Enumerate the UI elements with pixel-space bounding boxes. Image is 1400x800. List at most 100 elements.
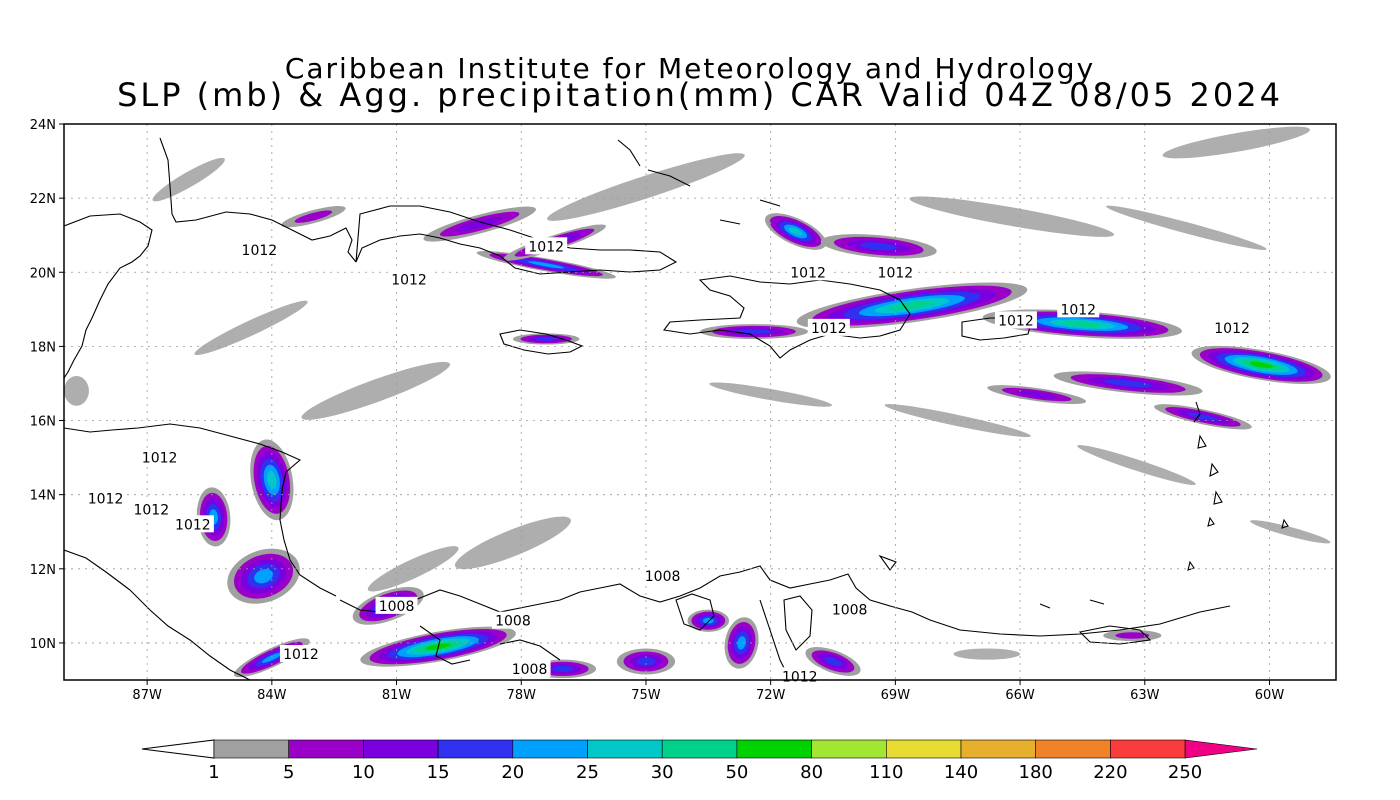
isobar-label-bg xyxy=(807,318,850,336)
coastline-yucatan-top xyxy=(159,137,357,263)
isobar-labels: 1012 1012 1012 1012 1012 1012 1012 1012 1012 1012… xyxy=(84,237,1254,685)
isobar-label: 1012 xyxy=(88,491,124,507)
precip-band-level xyxy=(636,657,656,666)
colorbar-segment xyxy=(1110,739,1186,759)
isobar-label: 1012 xyxy=(391,273,427,289)
isobar-label: 1012 xyxy=(142,451,178,467)
precip-band-level xyxy=(1115,632,1150,639)
precip-band-level xyxy=(737,636,746,650)
colorbar-label: 220 xyxy=(1093,762,1127,783)
colorbar-label: 25 xyxy=(576,762,599,783)
colorbar-label: 80 xyxy=(800,762,823,783)
isobar-label: 1012 xyxy=(1060,302,1096,318)
precip-light-streak xyxy=(909,196,1115,237)
chart-title-line2: SLP (mb) & Agg. precipitation(mm) CAR Va… xyxy=(117,76,1283,114)
isobar-label: 1012 xyxy=(283,647,319,663)
lon-tick-label: 69W xyxy=(881,688,911,703)
coastline-bahamas xyxy=(617,139,781,225)
precip-band-level xyxy=(824,656,842,667)
precip-band-level xyxy=(1104,379,1152,388)
colorbar-segment xyxy=(960,739,1036,759)
isobar-label-bg xyxy=(787,263,830,281)
colorbar-segment xyxy=(587,739,663,759)
isobar-label-bg xyxy=(874,263,917,281)
isobar-label: 1012 xyxy=(811,321,847,337)
precip-light-streak xyxy=(1106,205,1267,250)
isobar-label-bg xyxy=(641,567,684,585)
precip-band-level xyxy=(1063,321,1102,327)
colorbar-under-triangle xyxy=(141,739,215,759)
coastline-honduras xyxy=(64,423,337,597)
colorbar-segment xyxy=(1035,739,1111,759)
precip-band-level xyxy=(552,665,574,672)
lon-tick-label: 75W xyxy=(631,688,661,703)
isobar-label: 1012 xyxy=(175,517,211,533)
precip-light-streak xyxy=(953,648,1021,660)
precip-band-level xyxy=(736,329,772,334)
isobar-label-bg xyxy=(279,645,322,663)
isobar-label-bg xyxy=(84,489,127,507)
colorbar-segment xyxy=(512,739,588,759)
isobar-label-bg xyxy=(388,270,431,288)
colorbar-label: 180 xyxy=(1019,762,1053,783)
colorbar: 1 5 10 15 20 25 30 50 80 110 140 180 220 250 xyxy=(141,739,1258,783)
isobar-label: 1012 xyxy=(998,313,1034,329)
colorbar-label: 15 xyxy=(427,762,450,783)
colorbar-segment xyxy=(661,739,738,759)
precip-band-level xyxy=(267,471,277,489)
coastline-cuba xyxy=(355,205,678,275)
precip-band-level xyxy=(254,569,273,584)
map-frame xyxy=(63,123,1337,681)
precip-light-streak xyxy=(1077,445,1196,485)
coastline-costa-rica xyxy=(64,549,251,680)
colorbar-label: 20 xyxy=(501,762,524,783)
precip-band-level xyxy=(535,337,557,341)
coastline-jamaica xyxy=(499,329,584,355)
map-axes: 24N 22N 20N 18N 16N 14N 12N 10N 87W 84W 81W 78W 75W 7… xyxy=(30,118,1285,703)
precip-light-streak xyxy=(64,376,89,406)
isobar-label-bg xyxy=(130,500,173,518)
precip-light-streak xyxy=(1250,520,1331,544)
lon-tick-label: 60W xyxy=(1255,688,1285,703)
coastline-layer xyxy=(64,137,1289,680)
precip-band-level xyxy=(1249,361,1273,369)
isobar-label-bg xyxy=(171,515,214,533)
isobar-label-bg xyxy=(375,596,418,614)
isobar-label: 1012 xyxy=(790,265,826,281)
colorbar-segment xyxy=(811,739,887,759)
colorbar-label: 250 xyxy=(1168,762,1202,783)
precip-band-level xyxy=(860,242,898,251)
isobar-label: 1008 xyxy=(512,662,548,678)
coastline-panama-inner xyxy=(419,625,561,665)
coastline-central-america xyxy=(64,213,153,379)
isobar-label: 1012 xyxy=(242,243,278,259)
coastline-hispaniola xyxy=(663,275,911,359)
chart-title-line1: Caribbean Institute for Meteorology and … xyxy=(284,52,1096,85)
coastline-lake-maracaibo xyxy=(783,595,813,651)
precip-light-streak xyxy=(1162,126,1310,159)
colorbar-segment xyxy=(288,739,364,759)
precip-light-streak xyxy=(301,361,451,420)
lat-tick-label: 16N xyxy=(30,415,56,430)
precip-light-streak xyxy=(709,382,833,407)
colorbar-label: 140 xyxy=(944,762,978,783)
lat-tick-label: 10N xyxy=(30,637,56,652)
colorbar-label: 1 xyxy=(208,762,219,783)
lat-tick-label: 12N xyxy=(30,563,56,578)
isobar-label: 1012 xyxy=(782,669,818,685)
colorbar-over-triangle xyxy=(1184,739,1258,759)
precip-band-level xyxy=(294,210,333,223)
colorbar-segment xyxy=(736,739,812,759)
colorbar-segment xyxy=(213,739,289,759)
isobar-label-bg xyxy=(508,659,551,677)
lon-tick-label: 78W xyxy=(507,688,537,703)
isobar-label: 1008 xyxy=(495,614,531,630)
lon-tick-label: 87W xyxy=(132,688,162,703)
colorbar-segment xyxy=(885,739,962,759)
isobar-label-bg xyxy=(491,611,534,629)
isobar-label: 1008 xyxy=(832,603,868,619)
colorbar-segment xyxy=(363,739,439,759)
precip-band-level xyxy=(890,301,934,311)
isobar-label: 1012 xyxy=(878,265,914,281)
precip-band-level xyxy=(788,227,803,236)
